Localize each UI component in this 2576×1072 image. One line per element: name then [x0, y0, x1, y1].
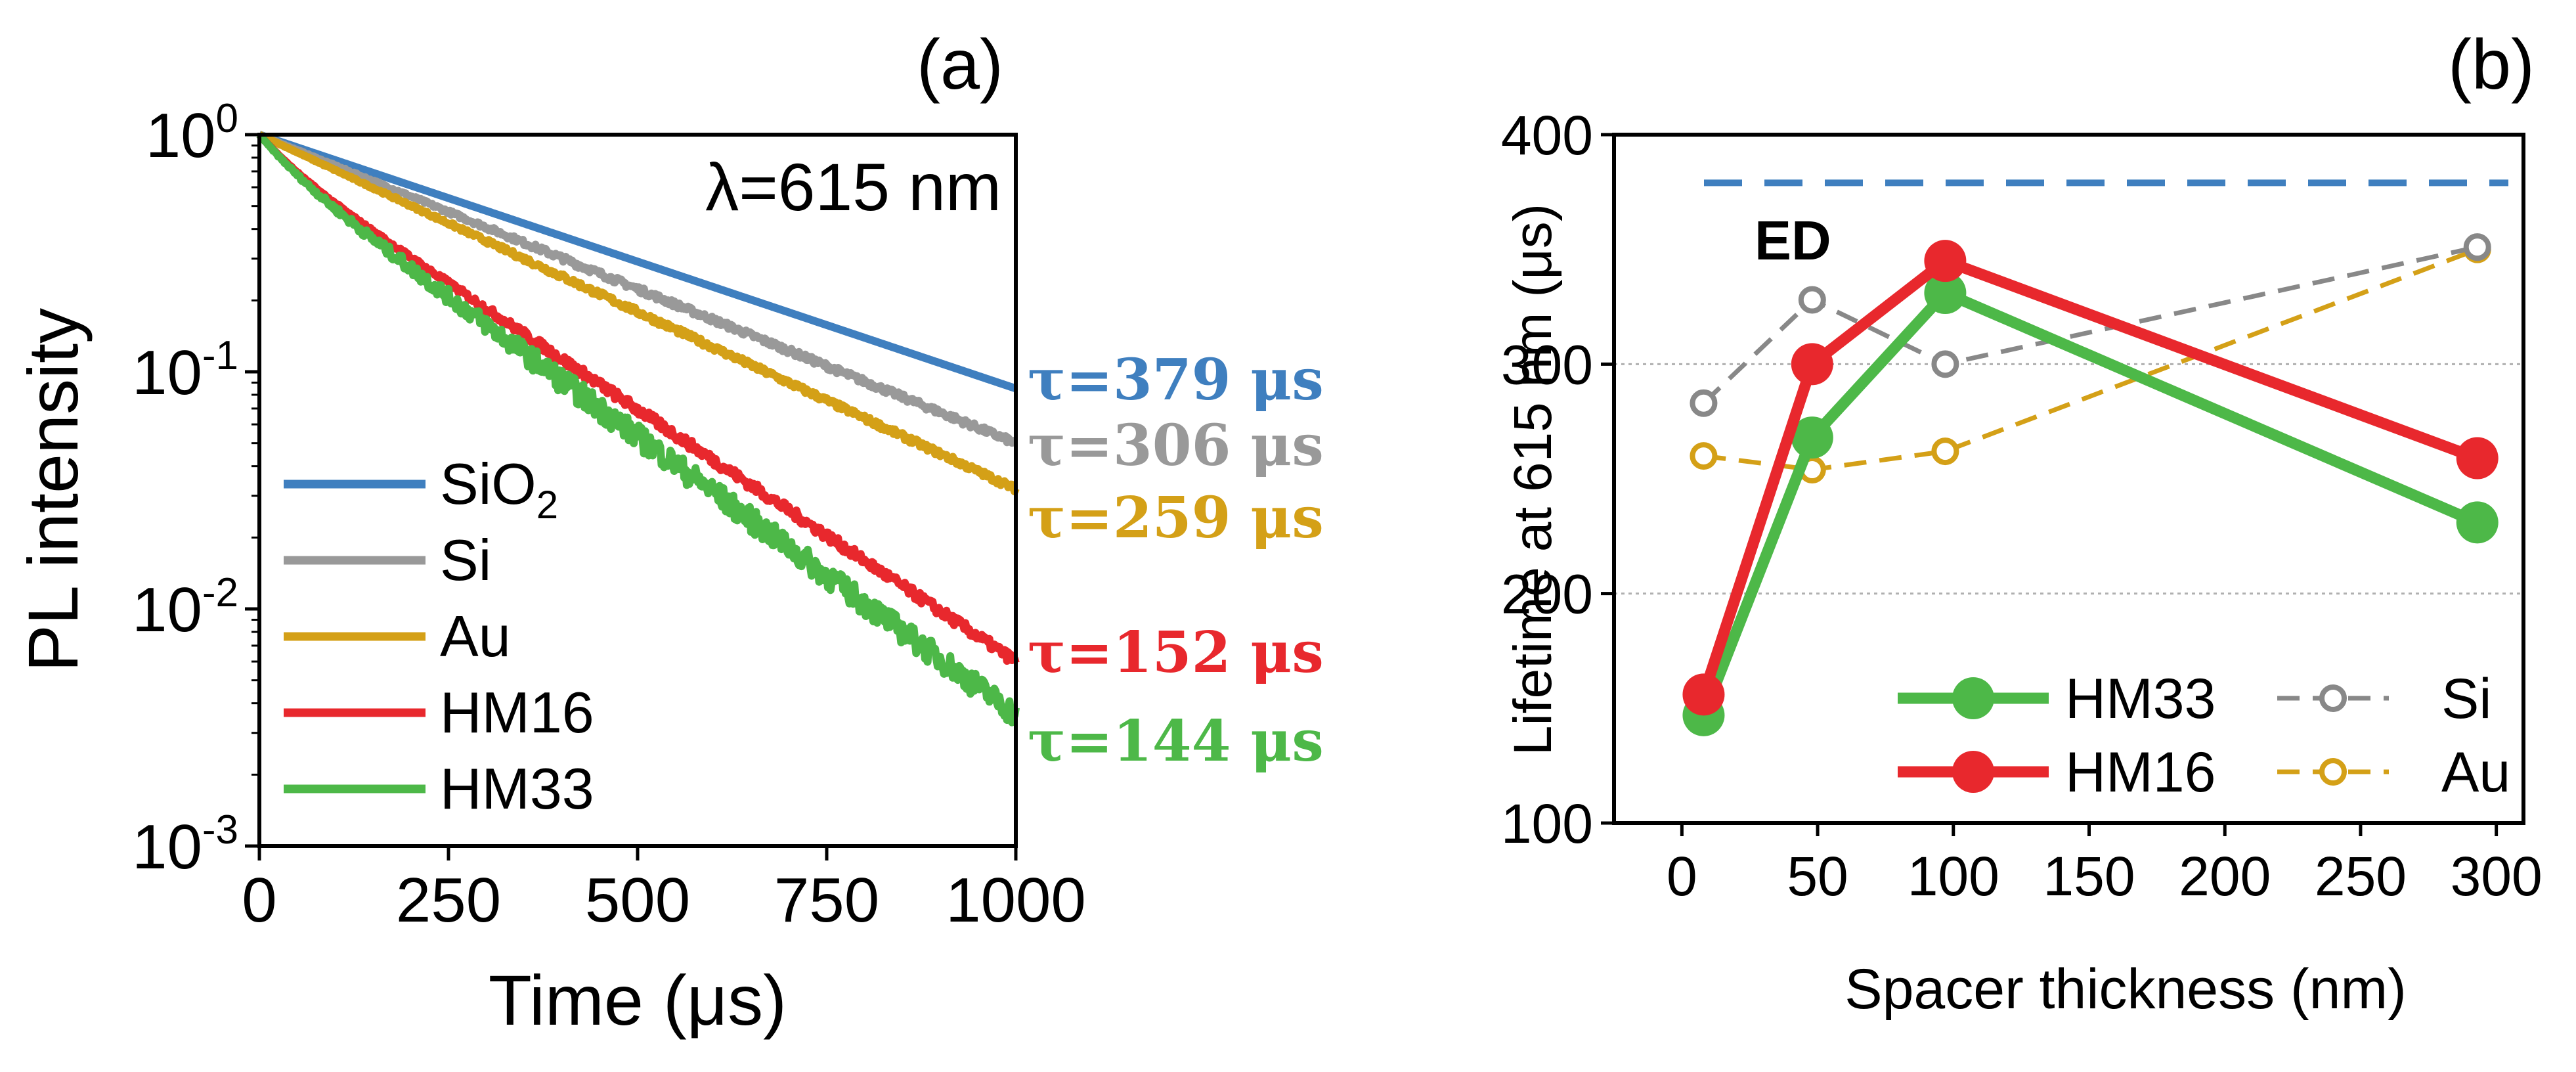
panel-b-data-point — [2463, 233, 2491, 261]
panel-b-y-tick-label: 400 — [1501, 104, 1593, 166]
panel-a-legend-label: SiO2 — [440, 451, 558, 527]
panel-a-legend-label: Au — [440, 604, 511, 669]
panel-a-y-tick-label: 100 — [146, 96, 238, 171]
panel-a-y-axis-label: PL intensity — [13, 308, 93, 672]
panel-a-y-tick-label: 10-1 — [132, 333, 238, 408]
panel-a-x-tick-label: 250 — [396, 865, 501, 935]
panel-b-data-point — [1798, 286, 1826, 314]
panel-b-legend-swatch-marker — [2319, 684, 2347, 712]
panel-b-x-tick-label: 50 — [1787, 845, 1848, 907]
panel-b-x-tick-label: 0 — [1667, 845, 1697, 907]
panel-b-y-axis-label: Lifetime at 615 nm (μs) — [1503, 204, 1563, 755]
panel-b-data-point — [1791, 343, 1833, 386]
panel-b-x-tick-label: 150 — [2043, 845, 2135, 907]
panel-b-series-line — [1698, 255, 2479, 697]
panel-a-lifetime-label: τ=379 μs — [1028, 347, 1324, 413]
panel-b-y-tick-label: 100 — [1501, 793, 1593, 855]
panel-b-data-point — [2456, 501, 2499, 544]
panel-a-series-si — [256, 131, 1019, 447]
panel-b-data-point — [2456, 437, 2499, 480]
panel-b-x-ticks: 0 50 100 150 200 250 300 — [1667, 823, 2543, 907]
panel-b-series-line — [1698, 287, 2480, 717]
panel-b-data-point — [1682, 673, 1725, 716]
panel-b-legend-swatch-marker — [1952, 751, 1994, 793]
panel-a-lifetime-label: τ=144 μs — [1028, 708, 1324, 774]
panel-b-reference-label: ED — [1755, 210, 1831, 271]
panel-b-data-point — [1690, 442, 1718, 470]
panel-b-data-point — [1791, 416, 1833, 459]
panel-a-annotation: λ=615 nm — [705, 150, 1001, 225]
panel-b-legend-label: Au — [2441, 741, 2510, 804]
panel-a-legend-label: Si — [440, 527, 491, 592]
panel-a-label: (a) — [917, 24, 1003, 104]
panel-b-series-line — [1703, 247, 2478, 472]
panel-b-data-point — [1690, 389, 1718, 417]
panel-b-data-point — [1924, 240, 1967, 282]
panel-b-y-tick-label: 300 — [1501, 334, 1593, 395]
panel-b-series-hm16 — [1682, 240, 2499, 716]
panel-a-lifetime-label: τ=259 μs — [1028, 485, 1324, 551]
panel-a-lifetime-labels: τ=379 μsτ=306 μsτ=259 μs τ=152 μs τ=144 μs — [1028, 347, 1324, 774]
panel-a-y-ticks: 100 10-1 10-2 10-3 — [132, 96, 259, 882]
panel-a-x-ticks: 0 250 500 750 1000 — [242, 846, 1086, 935]
panel-b-data-point — [1931, 350, 1959, 378]
panel-b-legend-label: HM16 — [2065, 741, 2216, 804]
panel-a-series-au — [256, 131, 1020, 496]
panel-a-series-hm33 — [256, 132, 1020, 726]
panel-b-x-tick-label: 250 — [2315, 845, 2407, 907]
panel-a-lifetime-label: τ=152 μs — [1028, 619, 1324, 686]
panel-a-series-sio2 — [256, 131, 1019, 393]
panel-b-series-si — [1690, 233, 2491, 417]
panel-b-data-point — [1931, 437, 1959, 466]
panel-b-x-tick-label: 200 — [2179, 845, 2271, 907]
panel-a-x-axis-label: Time (μs) — [489, 960, 787, 1040]
panel-a-lifetime-label: τ=306 μs — [1028, 413, 1324, 479]
panel-b-x-tick-label: 100 — [1908, 845, 1999, 907]
panel-b: (b) ED 0 50 100 150 200 250 300 100 200 300 400 S… — [1501, 24, 2543, 1021]
panel-a-legend-label: HM16 — [440, 680, 594, 745]
panel-b-series-group — [1682, 233, 2499, 736]
panel-b-y-ticks: 100 200 300 400 — [1501, 104, 1614, 855]
panel-b-y-tick-label: 200 — [1501, 564, 1593, 625]
panel-b-plot-frame — [1612, 133, 2525, 825]
panel-b-legend-swatch-marker — [1952, 677, 1994, 719]
panel-b-x-tick-label: 300 — [2451, 845, 2543, 907]
panel-a-x-tick-label: 0 — [242, 865, 276, 935]
panel-b-legend-label: Si — [2441, 667, 2491, 730]
panel-a-y-tick-label: 10-3 — [132, 807, 238, 882]
panel-b-series-line — [1701, 244, 2478, 405]
panel-b-label: (b) — [2448, 24, 2535, 104]
panel-a-x-tick-label: 500 — [585, 865, 690, 935]
panel-a-x-tick-label: 750 — [774, 865, 879, 935]
panel-b-legend-label: HM33 — [2065, 667, 2216, 730]
panel-b-series-hm33 — [1682, 272, 2499, 736]
panel-b-data-point — [1924, 272, 1967, 315]
panel-a-series-group — [256, 131, 1020, 726]
panel-a-y-tick-label: 10-2 — [132, 570, 238, 645]
panel-a-x-tick-label: 1000 — [946, 865, 1086, 935]
panel-a-legend-label: HM33 — [440, 756, 594, 821]
panel-b-legend-swatch-marker — [2319, 758, 2347, 786]
panel-b-x-axis-label: Spacer thickness (nm) — [1845, 958, 2407, 1021]
panel-b-legend: HM33 HM16 Si Au — [1898, 667, 2510, 804]
panel-a: (a) λ=615 nm 0 250 500 750 1000 10010-110-21… — [13, 24, 1324, 1040]
